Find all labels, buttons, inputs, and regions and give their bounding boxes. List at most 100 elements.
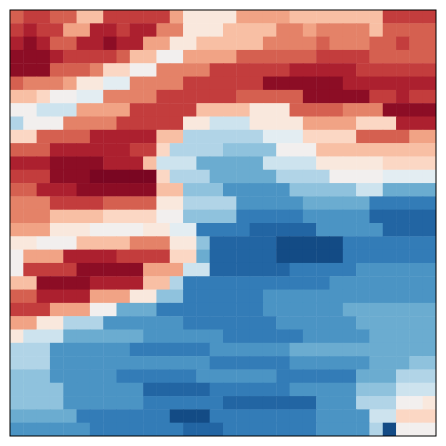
- heatmap-cell: [23, 369, 37, 383]
- heatmap-cell: [103, 223, 117, 237]
- heatmap-cell: [250, 223, 264, 237]
- heatmap-cell: [77, 143, 91, 157]
- heatmap-cell: [250, 263, 264, 277]
- heatmap-cell: [50, 90, 64, 104]
- heatmap-cell: [303, 37, 317, 51]
- heatmap-cell: [130, 276, 144, 290]
- heatmap-cell: [316, 130, 330, 144]
- heatmap-cell: [276, 303, 290, 317]
- heatmap-cell: [130, 183, 144, 197]
- heatmap-cell: [170, 77, 184, 91]
- heatmap-cell: [383, 23, 397, 37]
- heatmap-cell: [117, 343, 131, 357]
- heatmap-cell: [170, 263, 184, 277]
- heatmap-cell: [369, 10, 383, 24]
- heatmap-cell: [276, 210, 290, 224]
- heatmap-cell: [37, 290, 51, 304]
- heatmap-cell: [210, 423, 224, 436]
- heatmap-cell: [276, 250, 290, 264]
- heatmap-cell: [210, 10, 224, 24]
- heatmap-cell: [263, 37, 277, 51]
- heatmap-cell: [196, 183, 210, 197]
- heatmap-cell: [236, 130, 250, 144]
- heatmap-cell: [396, 290, 410, 304]
- heatmap-cell: [143, 210, 157, 224]
- heatmap-cell: [183, 23, 197, 37]
- heatmap-cell: [156, 170, 170, 184]
- heatmap-cell: [130, 77, 144, 91]
- heatmap-cell: [223, 170, 237, 184]
- heatmap-cell: [210, 250, 224, 264]
- heatmap-cell: [103, 63, 117, 77]
- heatmap-cell: [343, 210, 357, 224]
- heatmap-cell: [63, 196, 77, 210]
- heatmap-cell: [50, 10, 64, 24]
- heatmap-cell: [10, 316, 24, 330]
- heatmap-cell: [63, 183, 77, 197]
- heatmap-cell: [223, 409, 237, 423]
- heatmap-cell: [77, 210, 91, 224]
- heatmap-cell: [396, 117, 410, 131]
- heatmap-cell: [303, 316, 317, 330]
- heatmap-cell: [383, 156, 397, 170]
- heatmap-cell: [50, 383, 64, 397]
- heatmap-cell: [423, 183, 436, 197]
- heatmap-cell: [383, 223, 397, 237]
- heatmap-cell: [303, 369, 317, 383]
- heatmap-cell: [396, 236, 410, 250]
- heatmap-cell: [210, 396, 224, 410]
- heatmap-cell: [143, 383, 157, 397]
- heatmap-cell: [117, 210, 131, 224]
- heatmap-cell: [396, 156, 410, 170]
- heatmap-cell: [130, 369, 144, 383]
- heatmap-cell: [50, 369, 64, 383]
- heatmap-cell: [369, 77, 383, 91]
- heatmap-cell: [369, 63, 383, 77]
- heatmap-cell: [130, 343, 144, 357]
- heatmap-cell: [156, 409, 170, 423]
- heatmap-cell: [316, 23, 330, 37]
- heatmap-cell: [143, 409, 157, 423]
- heatmap-cell: [77, 183, 91, 197]
- heatmap-cell: [409, 423, 423, 436]
- heatmap-cell: [183, 223, 197, 237]
- heatmap-cell: [130, 396, 144, 410]
- heatmap-cell: [63, 103, 77, 117]
- heatmap-cell: [23, 210, 37, 224]
- heatmap-cell: [210, 156, 224, 170]
- heatmap-cell: [10, 263, 24, 277]
- heatmap-cell: [117, 23, 131, 37]
- heatmap-cell: [130, 143, 144, 157]
- heatmap-cell: [263, 343, 277, 357]
- heatmap-cell: [117, 330, 131, 344]
- heatmap-cell: [50, 23, 64, 37]
- heatmap-cell: [130, 236, 144, 250]
- heatmap-cell: [117, 156, 131, 170]
- heatmap-cell: [316, 196, 330, 210]
- heatmap-cell: [196, 63, 210, 77]
- heatmap-cell: [37, 143, 51, 157]
- heatmap-cell: [263, 290, 277, 304]
- heatmap-cell: [63, 356, 77, 370]
- heatmap-cell: [10, 183, 24, 197]
- heatmap-cell: [290, 23, 304, 37]
- heatmap-cell: [250, 356, 264, 370]
- heatmap-cell: [383, 143, 397, 157]
- heatmap-cell: [23, 303, 37, 317]
- heatmap-cell: [210, 330, 224, 344]
- heatmap-cell: [250, 10, 264, 24]
- heatmap-cell: [196, 143, 210, 157]
- heatmap-cell: [290, 303, 304, 317]
- heatmap-cell: [90, 383, 104, 397]
- heatmap-cell: [263, 303, 277, 317]
- heatmap-cell: [290, 316, 304, 330]
- heatmap-cell: [316, 369, 330, 383]
- heatmap-cell: [316, 63, 330, 77]
- heatmap-cell: [50, 103, 64, 117]
- heatmap-cell: [23, 143, 37, 157]
- heatmap-cell: [383, 409, 397, 423]
- heatmap-cell: [316, 263, 330, 277]
- heatmap-cell: [276, 103, 290, 117]
- heatmap-cell: [276, 117, 290, 131]
- heatmap-cell: [117, 276, 131, 290]
